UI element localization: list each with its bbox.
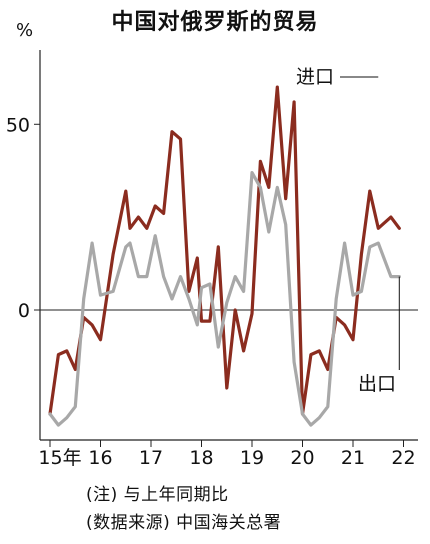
footnote: (注) 与上年同期比 bbox=[86, 485, 229, 505]
y-tick-label: 0 bbox=[18, 300, 30, 322]
x-tick-label: 18 bbox=[189, 447, 213, 469]
exports-series-label: 出口 bbox=[358, 373, 396, 395]
y-axis-unit-label: % bbox=[16, 20, 33, 41]
chart-title: 中国对俄罗斯的贸易 bbox=[111, 10, 319, 35]
imports-series-label: 进口 bbox=[296, 66, 334, 88]
x-tick-label: 20 bbox=[290, 447, 314, 469]
series-line-exports bbox=[48, 171, 401, 427]
x-tick-label: 21 bbox=[341, 447, 365, 469]
x-tick-label: 17 bbox=[139, 447, 163, 469]
x-tick-label: 15年 bbox=[38, 447, 81, 469]
y-tick-label: 50 bbox=[6, 114, 30, 136]
source-note: (数据来源) 中国海关总署 bbox=[86, 513, 282, 533]
x-tick-label: 16 bbox=[88, 447, 112, 469]
x-tick-label: 19 bbox=[240, 447, 264, 469]
x-tick-label: 22 bbox=[391, 447, 415, 469]
